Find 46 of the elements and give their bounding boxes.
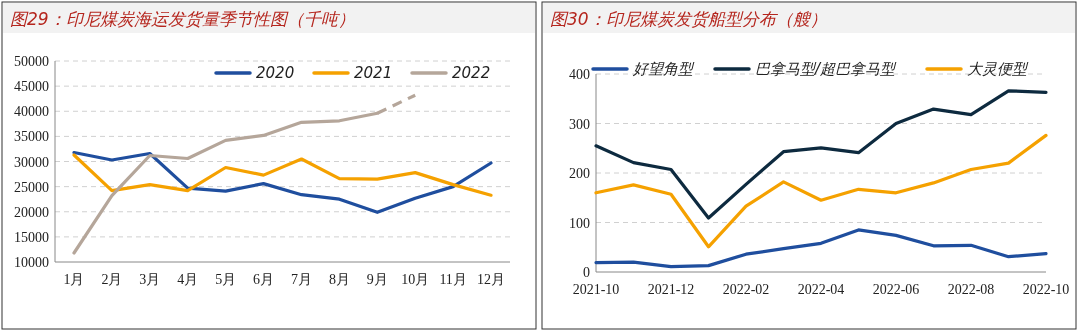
y-tick-label: 20000 — [14, 204, 49, 220]
line-series — [72, 150, 493, 214]
line-series — [594, 133, 1048, 249]
x-tick-label: 2022-10 — [1022, 282, 1070, 297]
y-tick-label: 40000 — [14, 104, 49, 120]
y-tick-label: 30000 — [14, 154, 49, 170]
y-tick-label: 0 — [583, 265, 590, 280]
chart-title: 图30：印尼煤炭发货船型分布（艘） — [550, 9, 827, 29]
y-tick-label: 35000 — [14, 129, 49, 145]
y-tick-label: 100 — [569, 215, 590, 231]
line-series — [594, 89, 1048, 220]
x-tick-label: 2022-06 — [872, 282, 920, 297]
x-tick-label: 2021-10 — [572, 282, 620, 297]
y-tick-label: 50000 — [14, 54, 49, 69]
x-tick-label: 2022-02 — [722, 282, 770, 297]
line-series — [72, 153, 493, 197]
y-tick-label: 200 — [569, 166, 590, 181]
x-tick-label: 7月 — [290, 272, 312, 287]
x-tick-label: 2021-12 — [647, 282, 695, 297]
x-tick-label: 9月 — [366, 272, 388, 287]
y-tick-label: 10000 — [14, 255, 49, 270]
legend-label: 好望角型 — [632, 60, 695, 78]
x-tick-label: 5月 — [215, 272, 237, 287]
x-tick-label: 2022-08 — [947, 282, 995, 297]
x-tick-label: 2022-04 — [797, 282, 845, 297]
legend-label: 大灵便型 — [967, 60, 1029, 78]
y-tick-label: 400 — [569, 67, 590, 82]
x-tick-label: 8月 — [328, 272, 350, 287]
y-tick-label: 15000 — [14, 229, 49, 245]
x-tick-label: 11月 — [439, 272, 467, 287]
x-tick-label: 3月 — [139, 272, 161, 287]
x-tick-label: 2月 — [101, 272, 123, 287]
y-tick-label: 45000 — [14, 79, 49, 95]
x-tick-label: 1月 — [63, 272, 85, 287]
legend-label: 2021 — [354, 64, 393, 82]
legend-label: 2020 — [256, 64, 295, 82]
chart-title: 图29：印尼煤炭海运发货量季节性图（千吨） — [10, 9, 355, 29]
x-tick-label: 6月 — [253, 272, 275, 287]
y-tick-label: 25000 — [14, 179, 49, 195]
x-tick-label: 12月 — [477, 272, 506, 287]
x-tick-label: 10月 — [401, 272, 430, 287]
y-tick-label: 300 — [569, 116, 590, 132]
legend-label: 巴拿马型/超巴拿马型 — [755, 60, 898, 78]
x-tick-label: 4月 — [177, 272, 199, 287]
line-series — [594, 228, 1048, 269]
legend-label: 2022 — [452, 64, 491, 82]
